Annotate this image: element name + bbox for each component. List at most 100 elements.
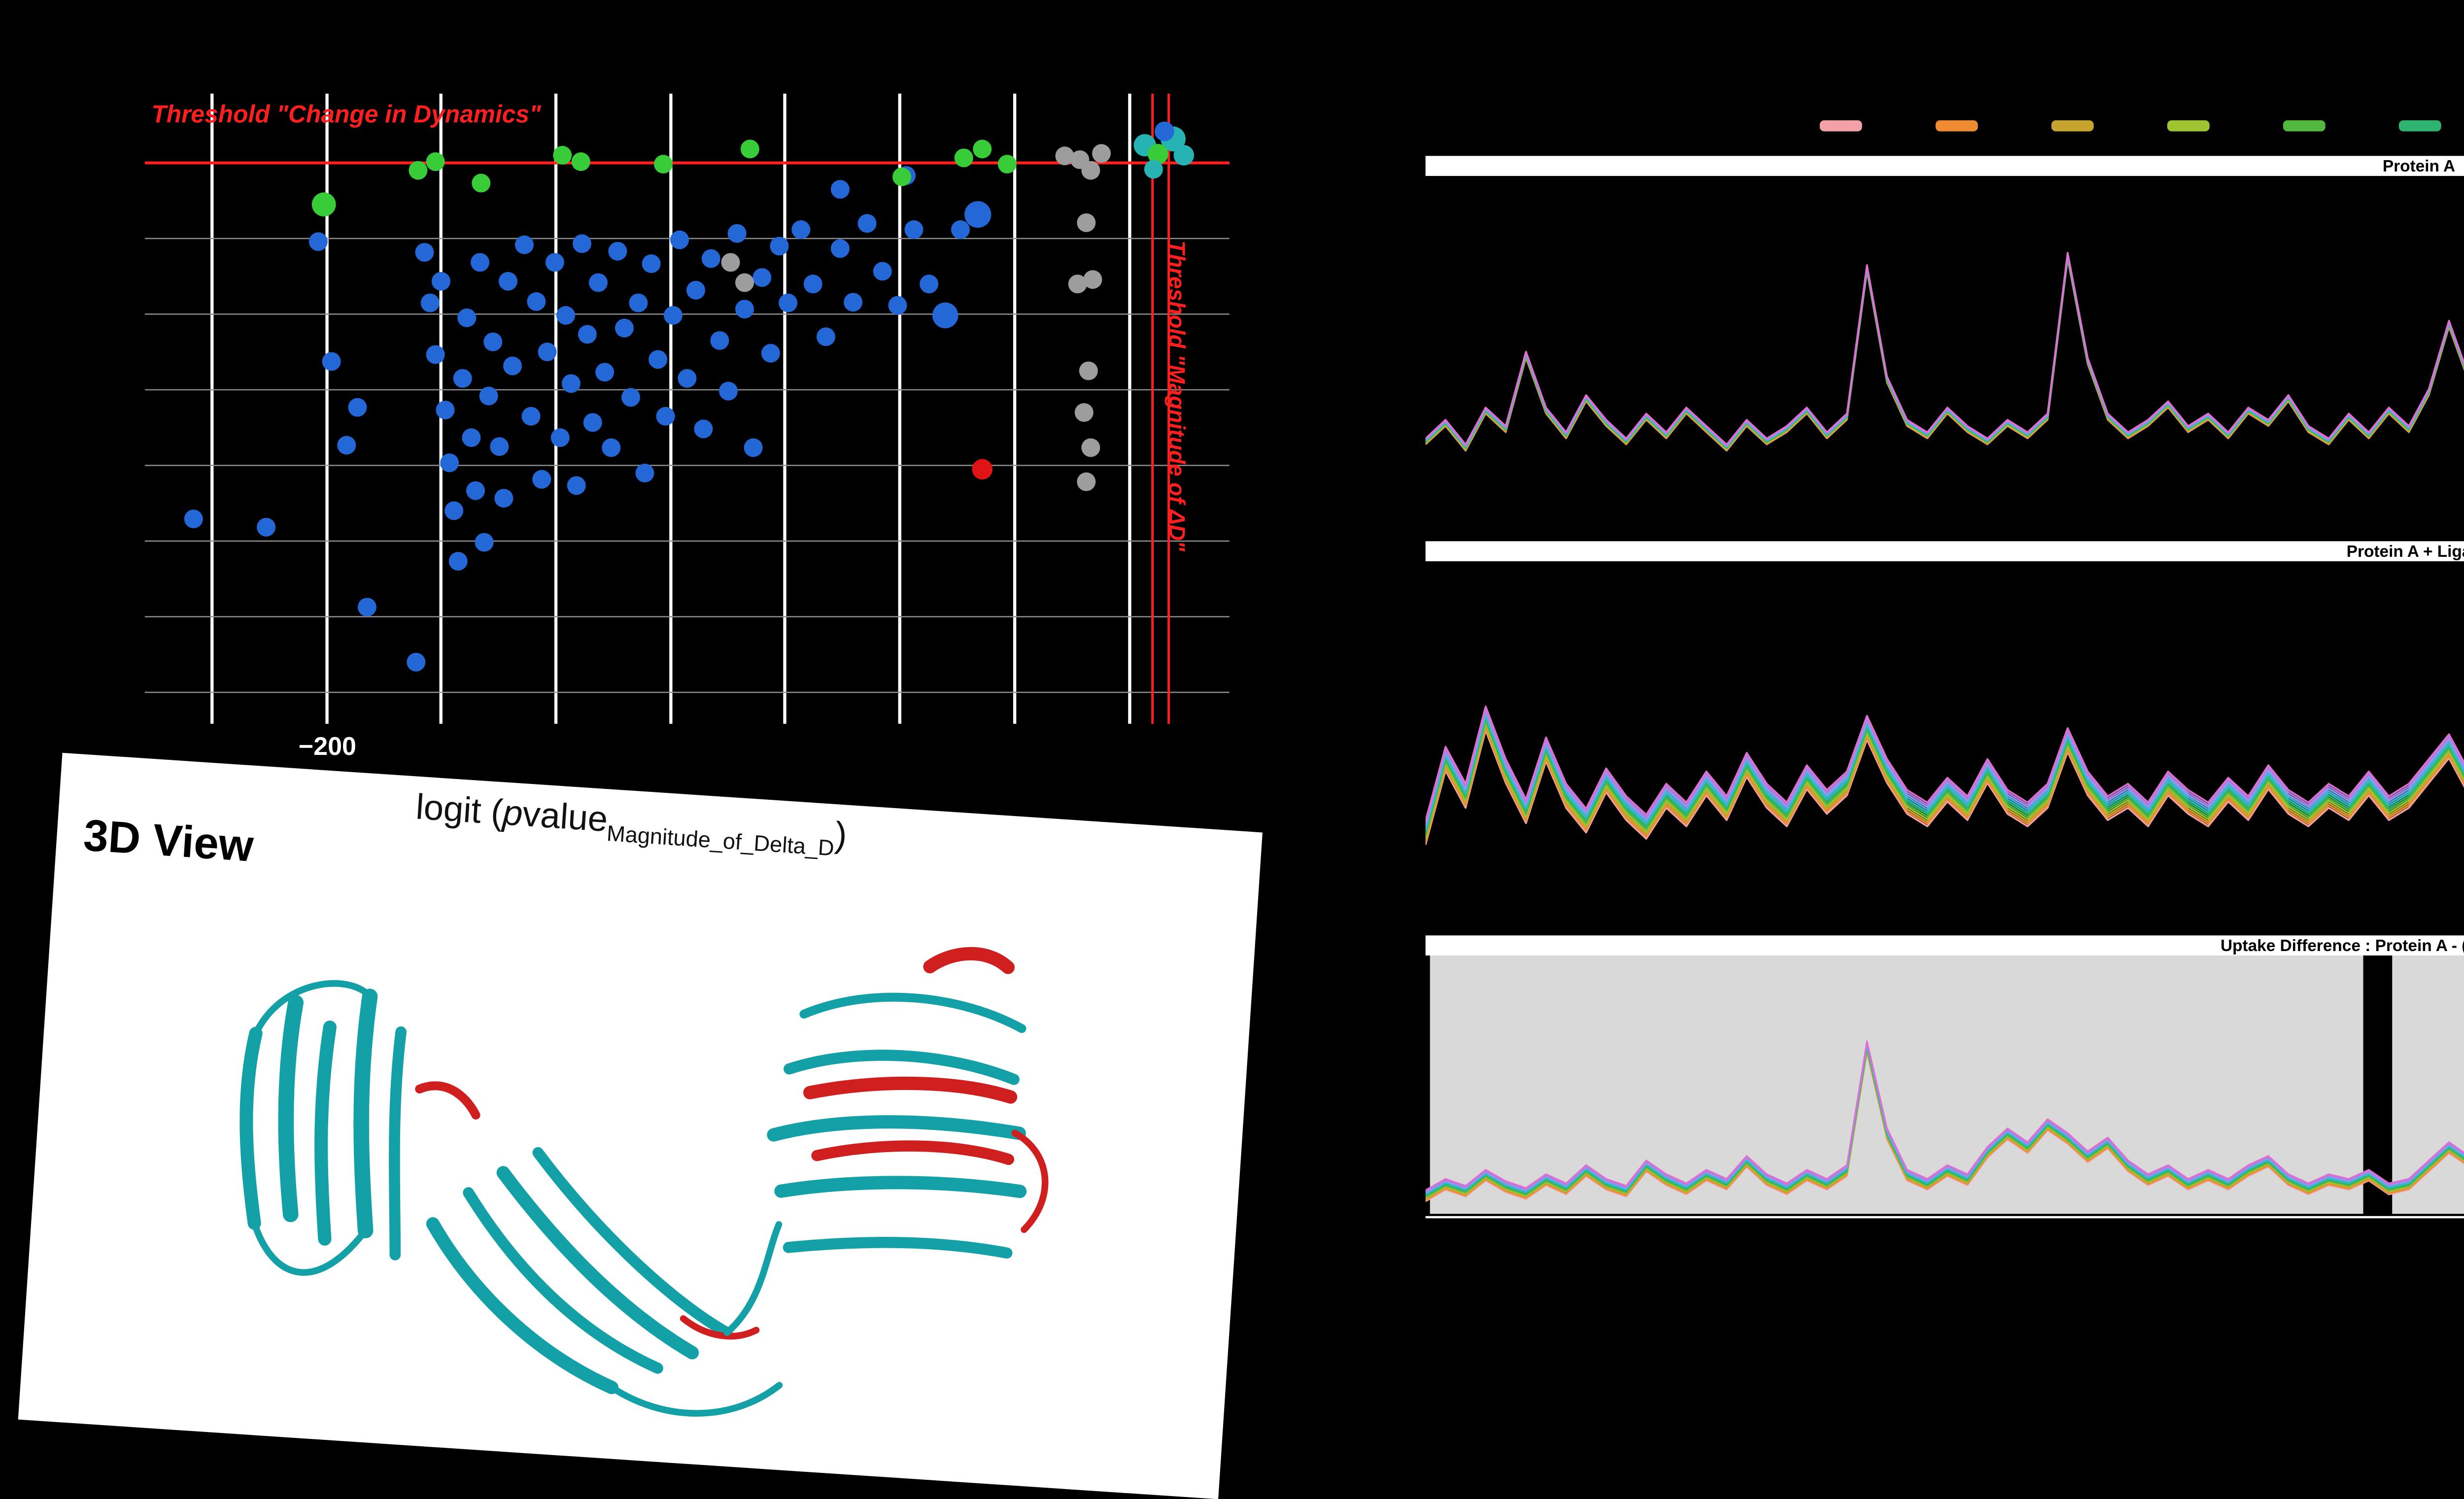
scatter-point[interactable]	[656, 407, 675, 426]
scatter-point[interactable]	[770, 237, 789, 256]
protein-a-chart[interactable]	[1425, 176, 2464, 517]
scatter-point[interactable]	[964, 201, 992, 228]
legend-swatch[interactable]	[2050, 120, 2093, 131]
scatter-point[interactable]	[431, 272, 450, 291]
scatter-point[interactable]	[710, 331, 729, 350]
scatter-point[interactable]	[892, 167, 912, 186]
scatter-point[interactable]	[1081, 438, 1100, 457]
scatter-point[interactable]	[545, 253, 564, 272]
series-line[interactable]	[1425, 256, 2464, 453]
scatter-point[interactable]	[1148, 143, 1168, 165]
scatter-point[interactable]	[448, 552, 468, 571]
scatter-point[interactable]	[527, 292, 546, 311]
scatter-point[interactable]	[483, 332, 503, 351]
scatter-point[interactable]	[654, 155, 673, 174]
scatter-point[interactable]	[844, 293, 863, 312]
legend-swatch[interactable]	[1818, 120, 1861, 131]
scatter-point[interactable]	[445, 501, 464, 520]
scatter-point[interactable]	[409, 161, 428, 180]
series-line[interactable]	[1425, 1041, 2464, 1193]
volcano-plot[interactable]: Threshold "Change in Dynamics" Threshold…	[144, 93, 1259, 788]
scatter-point[interactable]	[951, 220, 970, 239]
legend-swatch[interactable]	[1934, 120, 1977, 131]
scatter-point[interactable]	[595, 363, 615, 382]
series-line[interactable]	[1425, 257, 2464, 463]
scatter-point[interactable]	[1144, 160, 1163, 179]
series-line[interactable]	[1425, 1040, 2464, 1192]
uptake-difference-chart[interactable]	[1425, 955, 2464, 1219]
scatter-point[interactable]	[779, 293, 798, 312]
scatter-point[interactable]	[553, 146, 572, 165]
scatter-point[interactable]	[857, 214, 877, 233]
legend-swatch[interactable]	[2282, 120, 2325, 131]
series-line[interactable]	[1425, 1050, 2464, 1202]
scatter-point[interactable]	[1077, 472, 1096, 491]
scatter-point[interactable]	[694, 419, 713, 439]
scatter-point[interactable]	[615, 318, 634, 338]
scatter-point[interactable]	[608, 241, 627, 261]
scatter-point[interactable]	[954, 148, 973, 168]
scatter-point[interactable]	[1083, 270, 1102, 289]
series-line[interactable]	[1425, 1042, 2464, 1195]
scatter-point[interactable]	[322, 352, 341, 371]
scatter-point[interactable]	[311, 192, 336, 217]
scatter-point[interactable]	[761, 343, 780, 363]
scatter-point[interactable]	[573, 234, 592, 253]
scatter-point[interactable]	[556, 306, 576, 325]
scatter-point[interactable]	[1081, 161, 1100, 180]
scatter-point[interactable]	[407, 652, 426, 672]
scatter-point[interactable]	[426, 345, 445, 364]
scatter-point[interactable]	[1077, 213, 1096, 232]
scatter-point[interactable]	[1074, 403, 1094, 422]
scatter-point[interactable]	[803, 274, 822, 294]
scatter-point[interactable]	[357, 598, 376, 617]
scatter-point[interactable]	[184, 510, 203, 529]
3d-view-panel[interactable]: logit (pvalueMagnitude_of_Delta_D) 3D Vi…	[18, 752, 1263, 1499]
scatter-point[interactable]	[1079, 361, 1098, 380]
scatter-point[interactable]	[932, 302, 958, 329]
series-line[interactable]	[1425, 628, 2464, 836]
uptake-difference-canvas[interactable]	[1425, 955, 2464, 1216]
scatter-point[interactable]	[816, 327, 835, 346]
scatter-point[interactable]	[663, 306, 683, 325]
scatter-point[interactable]	[490, 437, 509, 456]
series-line[interactable]	[1425, 255, 2464, 449]
scatter-point[interactable]	[635, 464, 654, 482]
scatter-point[interactable]	[337, 436, 356, 455]
scatter-point[interactable]	[521, 407, 541, 426]
scatter-point[interactable]	[904, 220, 924, 239]
scatter-point[interactable]	[514, 235, 534, 254]
series-line[interactable]	[1425, 1045, 2464, 1197]
scatter-point[interactable]	[740, 139, 759, 159]
scatter-point[interactable]	[440, 453, 459, 473]
scatter-point[interactable]	[462, 428, 481, 447]
scatter-point[interactable]	[503, 356, 522, 375]
series-line[interactable]	[1425, 254, 2464, 448]
scatter-point[interactable]	[701, 249, 720, 268]
series-line[interactable]	[1425, 256, 2464, 450]
scatter-point[interactable]	[308, 232, 328, 251]
series-line[interactable]	[1425, 618, 2464, 826]
scatter-point[interactable]	[735, 273, 754, 292]
series-line[interactable]	[1425, 623, 2464, 831]
scatter-point[interactable]	[471, 253, 490, 272]
legend-swatch[interactable]	[2397, 120, 2440, 131]
scatter-point[interactable]	[888, 296, 907, 315]
scatter-point[interactable]	[578, 325, 597, 344]
scatter-point[interactable]	[1068, 274, 1087, 294]
scatter-point[interactable]	[873, 262, 892, 281]
scatter-point[interactable]	[721, 253, 740, 272]
scatter-point[interactable]	[920, 274, 939, 294]
series-line[interactable]	[1425, 638, 2464, 845]
scatter-point[interactable]	[678, 369, 697, 388]
scatter-point[interactable]	[753, 268, 772, 287]
series-line[interactable]	[1425, 1051, 2464, 1203]
scatter-point[interactable]	[1155, 121, 1174, 141]
protein-ribbon[interactable]	[18, 753, 1263, 1499]
scatter-point[interactable]	[997, 155, 1017, 174]
series-line[interactable]	[1425, 251, 2464, 445]
scatter-point[interactable]	[494, 489, 513, 508]
scatter-point[interactable]	[538, 342, 557, 362]
scatter-point[interactable]	[1055, 146, 1074, 166]
scatter-point[interactable]	[744, 438, 763, 457]
